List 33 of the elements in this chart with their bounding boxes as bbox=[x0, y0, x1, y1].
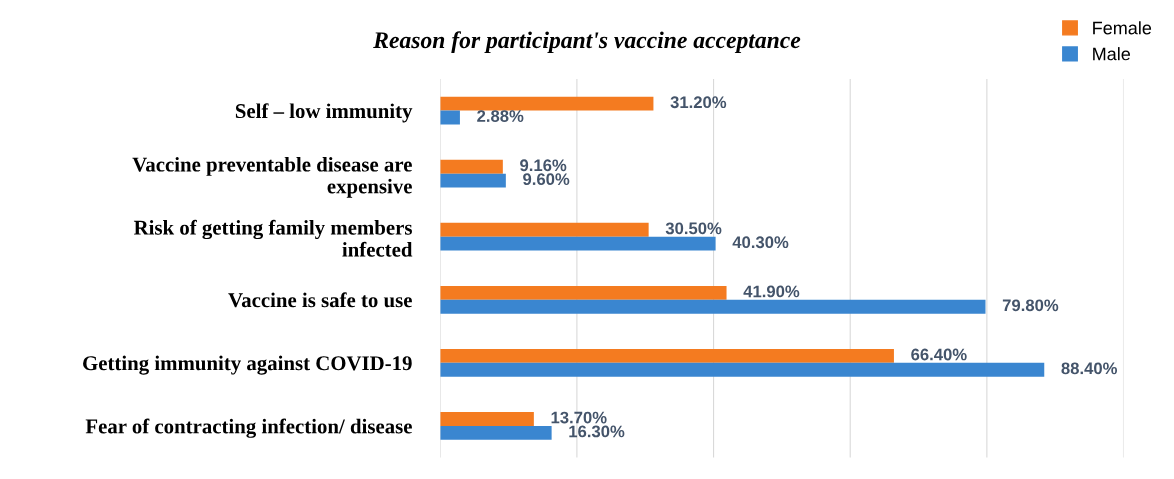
bar bbox=[440, 362, 1045, 377]
data-label: 40.30% bbox=[732, 236, 789, 249]
data-label: 9.16% bbox=[520, 159, 567, 172]
legend-label: Male bbox=[1093, 47, 1131, 61]
data-label: 13.70% bbox=[551, 411, 607, 424]
bar bbox=[440, 285, 727, 300]
bar bbox=[440, 236, 716, 251]
bar bbox=[440, 173, 506, 188]
data-label: 16.30% bbox=[569, 425, 625, 438]
data-label: 9.60% bbox=[523, 173, 570, 186]
legend-label: Female bbox=[1093, 21, 1152, 35]
bar bbox=[440, 96, 654, 111]
y-tick-label: Fear of contracting infection/ disease bbox=[85, 418, 412, 438]
chart-title: Reason for participant's vaccine acceptance bbox=[373, 31, 801, 53]
y-tick-label: Vaccine is safe to use bbox=[228, 292, 412, 308]
bar bbox=[440, 159, 503, 174]
data-label: 79.80% bbox=[1002, 299, 1059, 312]
bar bbox=[440, 110, 460, 125]
bar bbox=[440, 222, 649, 237]
data-label: 66.40% bbox=[911, 348, 967, 361]
bar bbox=[440, 425, 552, 440]
data-label: 41.90% bbox=[743, 285, 800, 298]
data-label: 88.40% bbox=[1061, 362, 1118, 375]
bar bbox=[440, 412, 534, 426]
y-tick-label: Vaccine preventable disease are expensive bbox=[132, 156, 412, 198]
y-tick-label: Risk of getting family members infected bbox=[133, 219, 413, 257]
bar bbox=[440, 348, 894, 363]
data-label: 31.20% bbox=[670, 96, 727, 109]
bar bbox=[440, 299, 986, 314]
data-label: 30.50% bbox=[665, 222, 722, 235]
data-label: 2.88% bbox=[477, 110, 524, 122]
y-tick-label: Self – low immunity bbox=[235, 103, 413, 123]
y-tick-label: Getting immunity against COVID-19 bbox=[83, 355, 412, 375]
